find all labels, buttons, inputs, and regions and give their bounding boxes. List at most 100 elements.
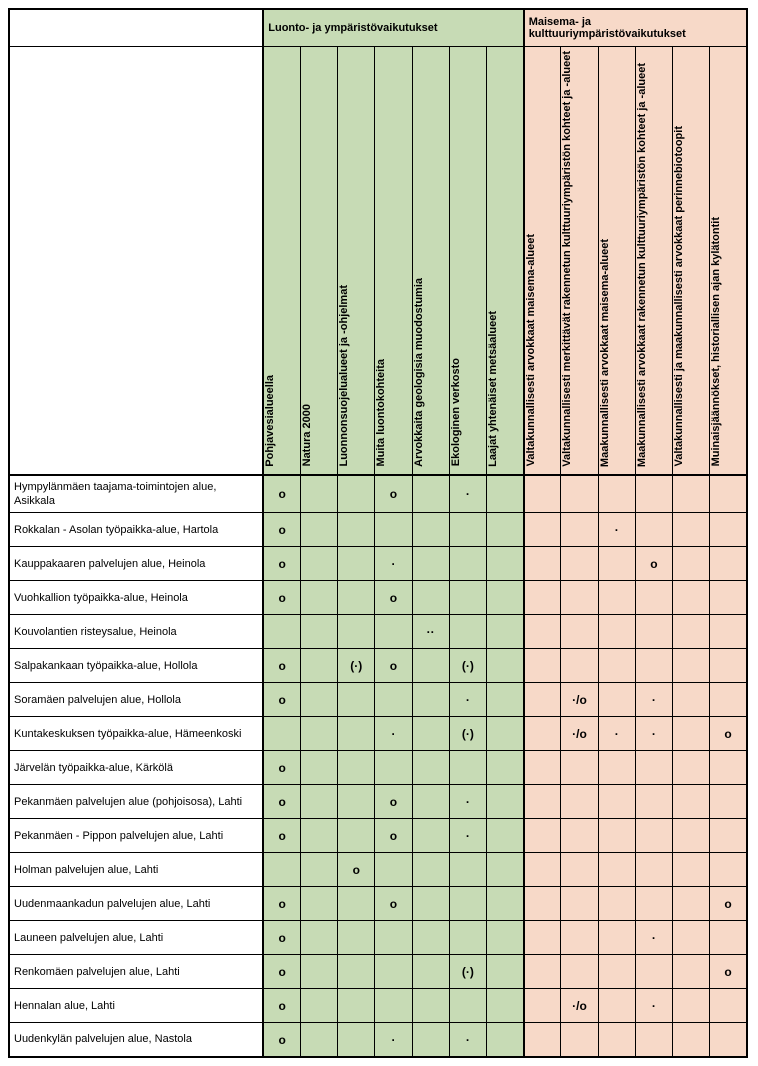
data-cell bbox=[300, 615, 337, 649]
data-cell bbox=[412, 785, 449, 819]
data-cell bbox=[300, 649, 337, 683]
data-cell bbox=[486, 955, 523, 989]
data-cell bbox=[338, 921, 375, 955]
data-cell bbox=[486, 785, 523, 819]
data-cell bbox=[673, 475, 710, 513]
row-label: Salpakankaan työpaikka-alue, Hollola bbox=[9, 649, 263, 683]
data-cell bbox=[635, 955, 672, 989]
column-header: Ekologinen verkosto bbox=[449, 47, 486, 475]
data-cell bbox=[635, 581, 672, 615]
column-header: Pohjavesialueella bbox=[263, 47, 300, 475]
row-label: Kauppakaaren palvelujen alue, Heinola bbox=[9, 547, 263, 581]
table-row: Salpakankaan työpaikka-alue, Hollolao(·)… bbox=[9, 649, 747, 683]
data-cell bbox=[338, 819, 375, 853]
data-cell bbox=[524, 649, 561, 683]
column-header: Valtakunnallisesti arvokkaat maisema-alu… bbox=[524, 47, 561, 475]
data-cell bbox=[449, 887, 486, 921]
data-cell bbox=[673, 683, 710, 717]
data-cell bbox=[300, 785, 337, 819]
data-cell bbox=[635, 887, 672, 921]
data-cell bbox=[449, 581, 486, 615]
data-cell bbox=[524, 921, 561, 955]
data-cell bbox=[598, 819, 635, 853]
data-cell: o bbox=[263, 751, 300, 785]
data-cell bbox=[449, 615, 486, 649]
row-label: Soramäen palvelujen alue, Hollola bbox=[9, 683, 263, 717]
table-row: Uudenmaankadun palvelujen alue, Lahtiooo bbox=[9, 887, 747, 921]
data-cell bbox=[449, 921, 486, 955]
column-header-label: Maakunnallisesti arvokkaat maisema-aluee… bbox=[599, 239, 635, 467]
data-cell bbox=[338, 785, 375, 819]
data-cell bbox=[338, 989, 375, 1023]
data-cell bbox=[486, 615, 523, 649]
data-cell bbox=[375, 751, 412, 785]
table-row: Holman palvelujen alue, Lahtio bbox=[9, 853, 747, 887]
data-cell bbox=[300, 887, 337, 921]
data-cell bbox=[635, 819, 672, 853]
table-row: Hennalan alue, Lahtio·/o· bbox=[9, 989, 747, 1023]
column-header: Luonnonsuojelualueet ja -ohjelmat bbox=[338, 47, 375, 475]
data-cell bbox=[561, 785, 598, 819]
data-cell bbox=[598, 475, 635, 513]
data-cell: · bbox=[635, 683, 672, 717]
data-cell bbox=[449, 547, 486, 581]
data-cell bbox=[412, 853, 449, 887]
data-cell bbox=[635, 751, 672, 785]
data-cell bbox=[449, 751, 486, 785]
data-cell bbox=[598, 581, 635, 615]
data-cell bbox=[338, 513, 375, 547]
data-cell bbox=[412, 649, 449, 683]
data-cell bbox=[598, 649, 635, 683]
row-label: Renkomäen palvelujen alue, Lahti bbox=[9, 955, 263, 989]
data-cell bbox=[710, 513, 747, 547]
data-cell bbox=[524, 513, 561, 547]
data-cell bbox=[598, 989, 635, 1023]
data-cell bbox=[524, 581, 561, 615]
data-cell bbox=[300, 513, 337, 547]
data-cell: · bbox=[449, 683, 486, 717]
row-label: Launeen palvelujen alue, Lahti bbox=[9, 921, 263, 955]
data-cell bbox=[710, 683, 747, 717]
data-cell bbox=[673, 887, 710, 921]
data-cell bbox=[300, 955, 337, 989]
data-cell bbox=[412, 819, 449, 853]
data-cell: · bbox=[635, 717, 672, 751]
data-cell: · bbox=[598, 717, 635, 751]
column-header: Valtakunnallisesti merkittävät rakennetu… bbox=[561, 47, 598, 475]
blank-corner-bottom bbox=[9, 47, 263, 475]
data-cell: (·) bbox=[449, 955, 486, 989]
data-cell bbox=[561, 819, 598, 853]
column-header-label: Arvokkaita geologisia muodostumia bbox=[413, 278, 449, 467]
data-cell: o bbox=[263, 989, 300, 1023]
column-header-label: Valtakunnallisesti merkittävät rakennetu… bbox=[561, 51, 597, 467]
table-row: Kauppakaaren palvelujen alue, Heinolao·o bbox=[9, 547, 747, 581]
row-label: Hympylänmäen taajama-toimintojen alue, A… bbox=[9, 475, 263, 513]
data-cell bbox=[375, 853, 412, 887]
data-cell bbox=[486, 717, 523, 751]
row-label: Pekanmäen - Pippon palvelujen alue, Laht… bbox=[9, 819, 263, 853]
data-cell bbox=[486, 887, 523, 921]
data-cell bbox=[412, 955, 449, 989]
data-cell bbox=[338, 683, 375, 717]
data-cell bbox=[486, 513, 523, 547]
data-cell: o bbox=[263, 581, 300, 615]
data-cell bbox=[635, 649, 672, 683]
data-cell: o bbox=[263, 547, 300, 581]
data-cell bbox=[598, 683, 635, 717]
data-cell: (·) bbox=[338, 649, 375, 683]
data-cell bbox=[673, 989, 710, 1023]
data-cell bbox=[710, 751, 747, 785]
data-cell bbox=[524, 683, 561, 717]
data-cell bbox=[673, 853, 710, 887]
data-cell: o bbox=[710, 955, 747, 989]
data-cell bbox=[412, 921, 449, 955]
table-row: Pekanmäen - Pippon palvelujen alue, Laht… bbox=[9, 819, 747, 853]
data-cell bbox=[673, 581, 710, 615]
column-header-label: Natura 2000 bbox=[301, 404, 337, 466]
data-cell bbox=[710, 989, 747, 1023]
data-cell bbox=[710, 819, 747, 853]
data-cell: o bbox=[263, 475, 300, 513]
table-row: Uudenkylän palvelujen alue, Nastolao·· bbox=[9, 1023, 747, 1057]
data-cell bbox=[635, 785, 672, 819]
data-cell bbox=[673, 513, 710, 547]
